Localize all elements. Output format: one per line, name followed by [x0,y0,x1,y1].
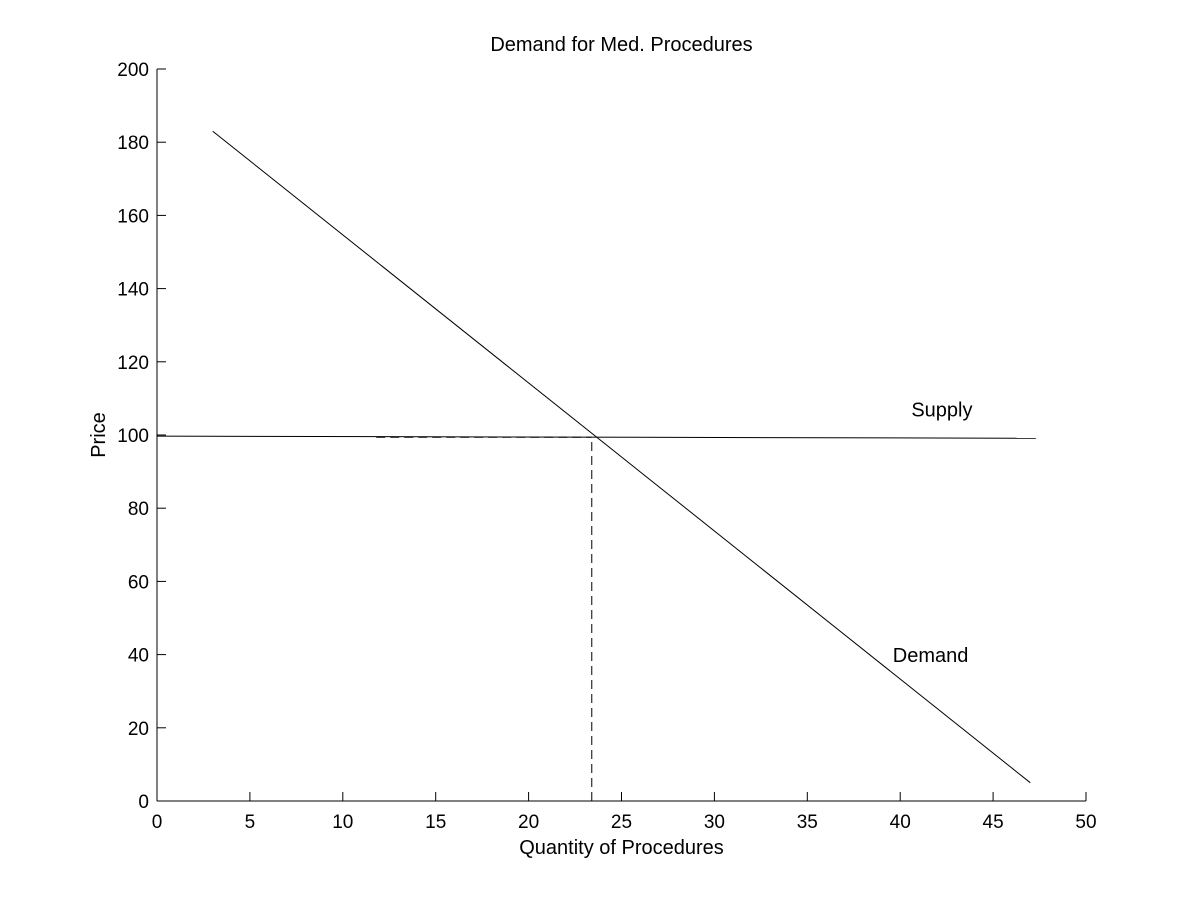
chart-title: Demand for Med. Procedures [490,34,752,56]
x-tick-label: 5 [245,812,256,833]
x-tick-label: 35 [797,812,818,833]
y-axis-label: Price [88,412,110,458]
reference-lines [376,436,593,801]
x-tick-label: 20 [518,812,539,833]
supply-curve-label: Supply [911,400,972,422]
y-tick-label: 120 [117,353,149,374]
y-tick-label: 100 [117,426,149,447]
supply-curve [156,435,1036,439]
x-axis-label: Quantity of Procedures [519,837,724,859]
y-tick-label: 160 [117,206,149,227]
demand-curve [212,130,1031,784]
y-tick-label: 60 [128,572,149,593]
y-tick-label: 80 [128,499,149,520]
y-tick-label: 0 [138,792,149,813]
x-tick-label: 40 [890,812,911,833]
x-tick-label: 0 [152,812,163,833]
chart-labels: Demand for Med. Procedures Quantity of P… [88,34,973,859]
y-tick-label: 20 [128,719,149,740]
x-tick-label: 45 [983,812,1004,833]
axes [156,69,1086,802]
y-tick-label: 40 [128,646,149,667]
y-tick-label: 180 [117,133,149,154]
x-tick-label: 10 [332,812,353,833]
y-tick-label: 140 [117,280,149,301]
axis-ticks: 0 5 10 15 20 25 30 35 40 45 50 0 20 40 60 80 100 120 140 16… [117,60,1096,833]
x-tick-label: 25 [611,812,632,833]
y-tick-label: 200 [117,60,149,81]
series-lines [156,130,1036,784]
x-tick-label: 15 [425,812,446,833]
x-tick-label: 30 [704,812,725,833]
demand-curve-label: Demand [893,645,969,667]
x-tick-label: 50 [1075,812,1096,833]
